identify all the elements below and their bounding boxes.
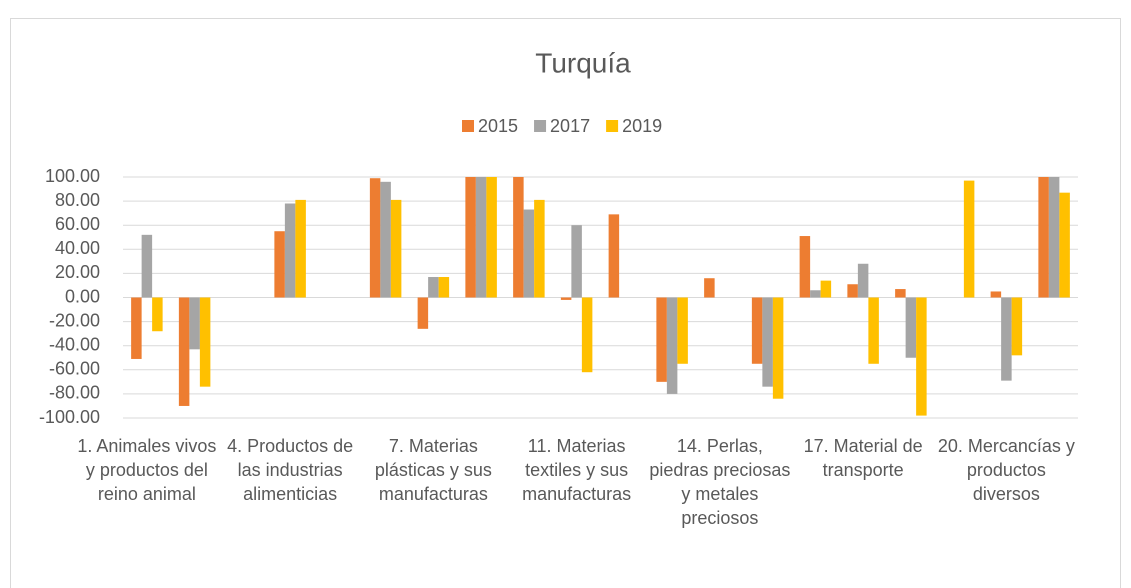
x-tick-label: 1. Animales vivos y productos del reino …	[77, 436, 217, 504]
bar	[369, 178, 381, 298]
legend-swatch	[606, 120, 619, 132]
bar	[534, 199, 545, 298]
y-tick-label: -100.00	[39, 407, 100, 427]
bar	[963, 180, 975, 298]
bar	[560, 297, 572, 300]
y-tick-label: 100.00	[45, 166, 100, 186]
x-tick-label: 4. Productos de las industrias alimentic…	[227, 436, 354, 504]
y-tick-label: 20.00	[55, 262, 100, 282]
bar	[847, 284, 858, 298]
y-tick-label: 0.00	[65, 286, 100, 306]
bar	[772, 297, 784, 399]
legend-label: 2019	[622, 116, 662, 136]
y-tick-label: -80.00	[49, 383, 100, 403]
bar	[189, 297, 200, 350]
bar	[1001, 297, 1012, 381]
bar	[666, 297, 678, 394]
chart-title: Turquía	[535, 47, 631, 78]
bar	[199, 297, 211, 387]
bar	[581, 297, 593, 373]
bar	[751, 297, 763, 364]
bar	[1038, 177, 1049, 298]
bar	[486, 177, 497, 298]
bar	[677, 297, 688, 364]
bar	[905, 297, 917, 358]
x-tick-label: 14. Perlas, piedras preciosas y metales …	[649, 436, 791, 528]
legend-swatch	[534, 120, 547, 132]
bar	[1048, 177, 1060, 298]
bar	[608, 214, 620, 298]
bar	[513, 177, 524, 298]
y-tick-label: 80.00	[55, 190, 100, 210]
bar	[799, 236, 811, 298]
y-tick-label: -40.00	[49, 334, 100, 354]
y-tick-label: 60.00	[55, 214, 100, 234]
bar	[857, 263, 869, 298]
bar	[523, 209, 535, 298]
bar	[417, 297, 429, 329]
bar	[656, 297, 667, 382]
legend-label: 2017	[550, 116, 590, 136]
bar	[178, 297, 190, 406]
bar	[295, 199, 306, 298]
bar	[810, 290, 821, 298]
bar	[438, 277, 450, 298]
bar	[152, 297, 163, 332]
bar	[284, 203, 296, 298]
x-tick-label: 11. Materias textiles y sus manufacturas	[522, 436, 632, 504]
bar	[571, 225, 582, 298]
x-tick-label: 17. Material de transporte	[803, 436, 923, 480]
bar	[390, 199, 402, 298]
bar	[465, 177, 476, 298]
bar	[916, 297, 927, 416]
bar	[274, 231, 285, 298]
bar	[762, 297, 773, 387]
bar	[475, 177, 487, 298]
bar	[1011, 297, 1023, 356]
legend-label: 2015	[478, 116, 518, 136]
bar	[990, 291, 1002, 298]
y-tick-label: -20.00	[49, 310, 100, 330]
y-tick-label: -60.00	[49, 359, 100, 379]
bar	[704, 278, 715, 298]
y-tick-label: 40.00	[55, 238, 100, 258]
x-tick-label: 7. Materias plásticas y sus manufacturas	[374, 436, 492, 504]
x-tick-label: 20. Mercancías y productos diversos	[937, 436, 1075, 504]
bar	[895, 289, 906, 298]
bar	[1059, 192, 1070, 298]
bar	[868, 297, 879, 364]
bar	[428, 277, 439, 298]
bar	[141, 234, 153, 298]
bar	[820, 280, 832, 298]
legend-swatch	[462, 120, 474, 132]
bar	[380, 181, 391, 298]
bar	[131, 297, 142, 359]
